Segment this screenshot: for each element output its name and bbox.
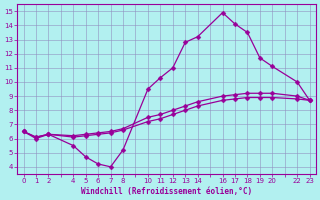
X-axis label: Windchill (Refroidissement éolien,°C): Windchill (Refroidissement éolien,°C) [81, 187, 252, 196]
